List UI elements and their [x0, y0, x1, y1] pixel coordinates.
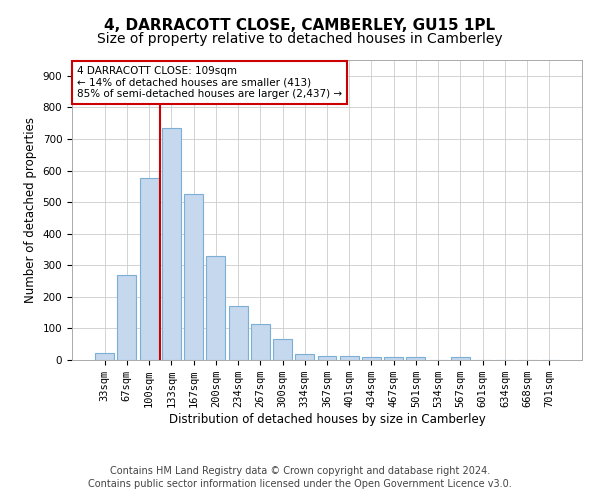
Bar — [362, 357, 381, 360]
Text: Contains HM Land Registry data © Crown copyright and database right 2024.: Contains HM Land Registry data © Crown c… — [110, 466, 490, 476]
Bar — [118, 274, 136, 360]
Bar — [140, 178, 158, 360]
Bar — [273, 340, 292, 360]
Bar — [184, 194, 203, 360]
Text: Contains public sector information licensed under the Open Government Licence v3: Contains public sector information licen… — [88, 479, 512, 489]
Bar — [406, 358, 425, 360]
Text: Size of property relative to detached houses in Camberley: Size of property relative to detached ho… — [97, 32, 503, 46]
Bar — [340, 356, 359, 360]
Bar — [206, 256, 225, 360]
X-axis label: Distribution of detached houses by size in Camberley: Distribution of detached houses by size … — [169, 413, 485, 426]
Bar — [229, 306, 248, 360]
Text: 4, DARRACOTT CLOSE, CAMBERLEY, GU15 1PL: 4, DARRACOTT CLOSE, CAMBERLEY, GU15 1PL — [104, 18, 496, 32]
Bar — [95, 353, 114, 360]
Bar — [251, 324, 270, 360]
Bar — [384, 358, 403, 360]
Bar — [295, 354, 314, 360]
Bar — [162, 128, 181, 360]
Text: 4 DARRACOTT CLOSE: 109sqm
← 14% of detached houses are smaller (413)
85% of semi: 4 DARRACOTT CLOSE: 109sqm ← 14% of detac… — [77, 66, 342, 99]
Bar — [451, 358, 470, 360]
Y-axis label: Number of detached properties: Number of detached properties — [24, 117, 37, 303]
Bar — [317, 356, 337, 360]
